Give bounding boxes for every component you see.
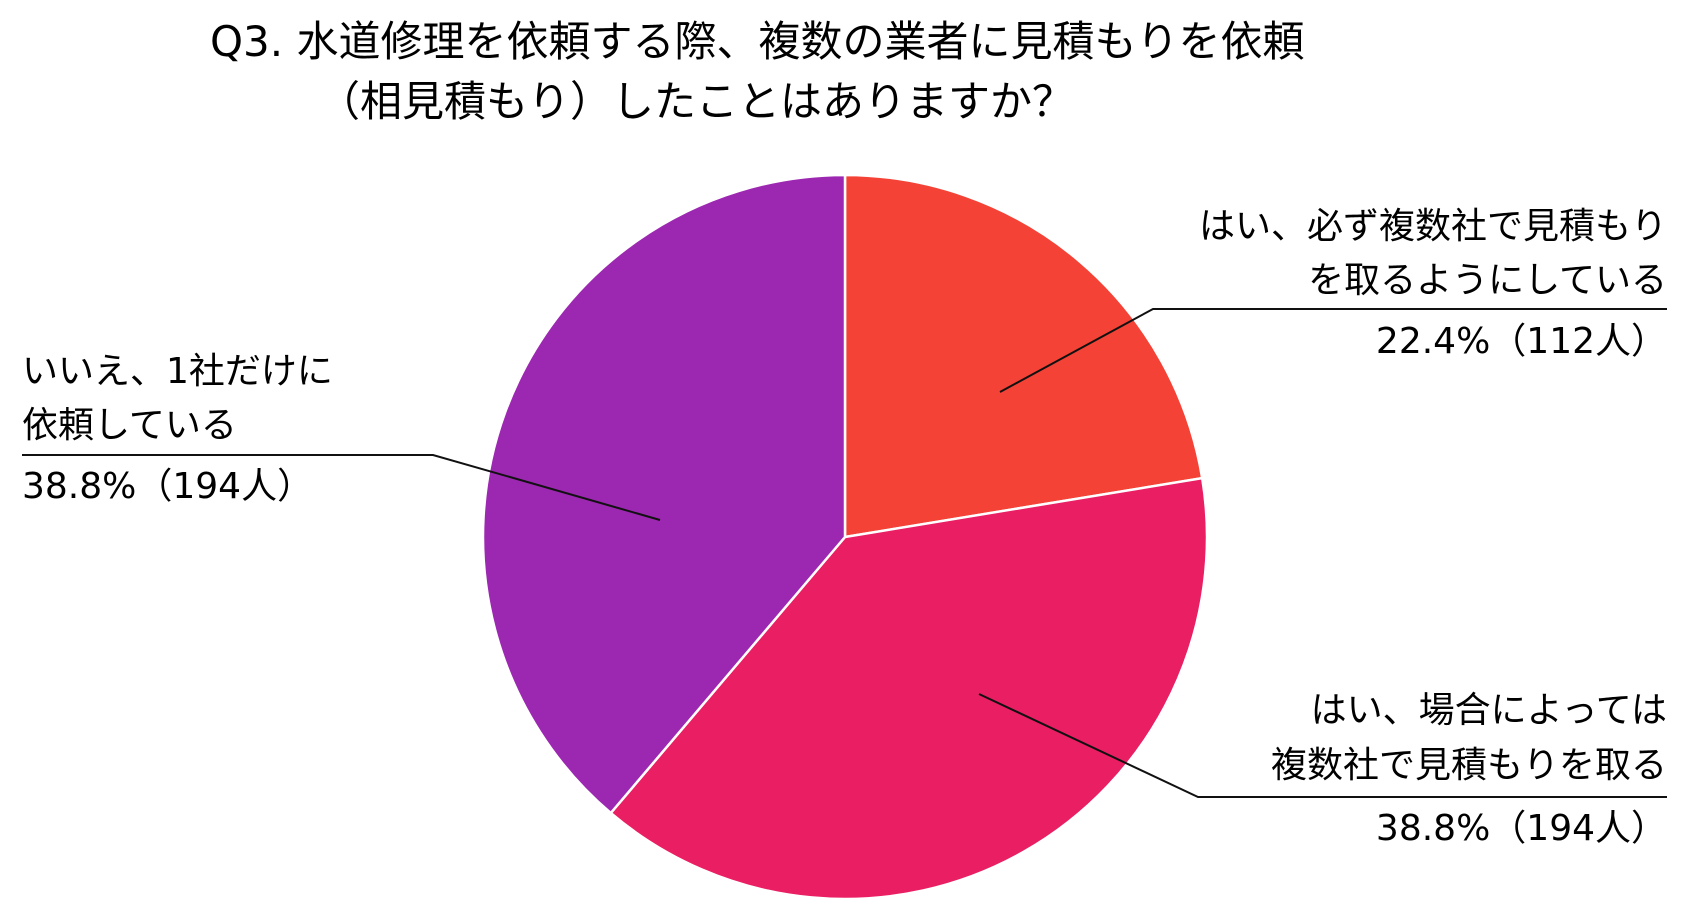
pie-slice-1 [843,173,1204,539]
leader-line-1 [999,308,1667,393]
slice-label-3-line-2: 依頼している [22,405,237,446]
slice-value-2: 38.8%（194人） [1376,808,1667,849]
slice-label-2-line-1: はい、場合によっては [1311,690,1667,731]
slice-label-1-line-2: を取るようにしている [1308,260,1667,301]
leader-line-3 [22,454,661,521]
slice-label-3-line-1: いいえ、1社だけに [22,351,333,392]
slice-label-1-line-1: はい、必ず複数社で見積もり [1199,206,1667,247]
chart-title-line2: （相見積もり）したことはありますか？ [318,77,1074,126]
pie-slice-3 [481,173,847,815]
leader-line-2 [978,693,1667,798]
slice-label-2-line-2: 複数社で見積もりを取る [1271,745,1667,786]
slice-value-1: 22.4%（112人） [1376,321,1667,362]
slice-value-3: 38.8%（194人） [22,466,313,507]
chart-title: Q3. 水道修理を依頼する際、複数の業者に見積もりを依頼 [210,17,1304,66]
pie-slices [481,173,1209,901]
pie-slice-2 [609,476,1209,901]
